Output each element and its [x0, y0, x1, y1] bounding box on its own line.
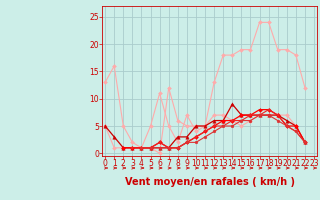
- X-axis label: Vent moyen/en rafales ( km/h ): Vent moyen/en rafales ( km/h ): [124, 177, 295, 187]
